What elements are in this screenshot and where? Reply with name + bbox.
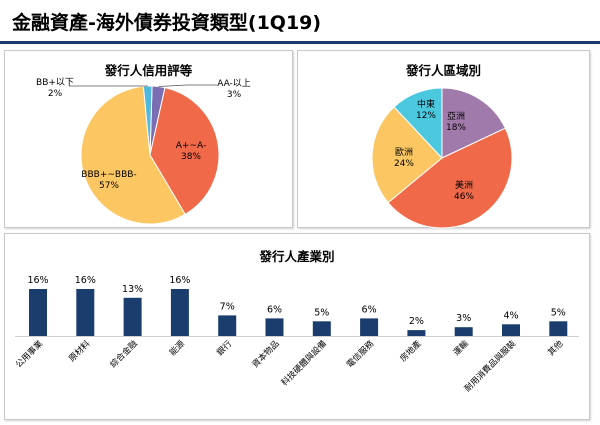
bar-value-label: 13% — [122, 284, 143, 295]
credit-rating-chart-title: 發行人信用評等 — [104, 63, 193, 78]
issuer-region-chart-title: 發行人區域別 — [405, 63, 481, 78]
bar-value-label: 2% — [409, 316, 424, 327]
bar-value-label: 16% — [27, 275, 48, 286]
slice-value-label: 18% — [446, 123, 466, 133]
category-tick-label: 運輸 — [451, 338, 471, 358]
category-tick-label: 資本物品 — [250, 338, 282, 370]
slice-value-label: 3% — [227, 90, 242, 100]
bar-value-label: 6% — [362, 304, 377, 315]
page-title: 金融資產-海外債券投資類型(1Q19) — [12, 12, 322, 34]
slice-label: A+~A- — [176, 141, 206, 151]
title-divider — [0, 41, 600, 44]
slice-value-label: 46% — [454, 192, 474, 202]
bar-4 — [170, 289, 189, 336]
category-tick-label: 電信服務 — [344, 338, 376, 370]
category-tick-label: 能源 — [167, 338, 187, 358]
pie-slice-3 — [371, 106, 443, 204]
category-tick-label: 其他 — [546, 338, 566, 358]
slice-value-label: 57% — [99, 181, 119, 191]
pie-slice-3 — [80, 85, 186, 225]
credit-rating-panel: 發行人信用評等 AA-以上 3% A+~A- 38% BBB+~BBB- 57% BB+以下… — [4, 50, 293, 228]
slice-label: BB+以下 — [36, 78, 74, 88]
pie-slice-2 — [387, 127, 513, 229]
category-tick-label: 耐用消費品與服裝 — [462, 338, 518, 394]
category-tick-label: 科技硬體與設備 — [279, 338, 329, 388]
bar-3 — [123, 297, 142, 336]
issuer-industry-panel: 發行人產業別 16% 公用事業 16% 原材料 13% 綜合金融 16% 能源 7% 銀行 6% 資本… — [4, 233, 590, 420]
category-tick-label: 原材料 — [67, 338, 93, 364]
bar-5 — [218, 315, 237, 336]
pie-slice-2 — [149, 87, 220, 216]
bar-value-label: 5% — [551, 307, 566, 318]
bar-value-label: 5% — [314, 307, 329, 318]
slice-value-label: 2% — [48, 89, 63, 99]
bar-value-label: 7% — [220, 301, 235, 312]
bar-value-label: 16% — [75, 275, 96, 286]
pie-slice-1 — [441, 87, 507, 159]
slice-label: 中東 — [417, 98, 435, 110]
bar-6 — [265, 318, 284, 336]
issuer-region-panel: 發行人區域別 亞洲 18% 美洲 46% 歐洲 24% 中東 12% — [297, 50, 590, 229]
bar-11 — [502, 324, 520, 337]
credit-rating-pie-chart: AA-以上3% A+~A-38% BBB+~BBB-57% BB+以下2% — [36, 78, 251, 225]
bar-value-label: 3% — [456, 313, 471, 324]
issuer-industry-chart-title: 發行人產業別 — [259, 249, 335, 264]
slice-label: 歐洲 — [395, 146, 413, 158]
bar-7 — [312, 321, 331, 336]
bar-8 — [360, 318, 379, 336]
bar-12 — [549, 321, 568, 336]
bar-value-label: 4% — [503, 310, 518, 321]
slice-label: 美洲 — [455, 179, 473, 191]
slice-value-label: 12% — [416, 111, 436, 121]
category-tick-label: 銀行 — [215, 338, 235, 358]
slice-label: AA-以上 — [217, 78, 251, 89]
slice-value-label: 38% — [181, 152, 201, 162]
bar-10 — [454, 327, 473, 336]
pie-slice-4 — [393, 87, 443, 160]
slice-value-label: 24% — [394, 159, 414, 169]
slice-label: BBB+~BBB- — [81, 170, 136, 180]
category-tick-label: 綜合金融 — [108, 338, 140, 370]
issuer-industry-bar-chart: 16% 公用事業 16% 原材料 13% 綜合金融 16% 能源 7% 銀行 6% 資本物品 5% 科技硬… — [13, 275, 579, 394]
bar-2 — [76, 289, 95, 336]
bar-value-label: 16% — [169, 275, 190, 286]
slice-label: 亞洲 — [447, 111, 465, 122]
bar-value-label: 6% — [267, 304, 282, 315]
category-tick-label: 公用事業 — [13, 338, 45, 370]
bar-9 — [407, 330, 426, 336]
bar-1 — [29, 289, 47, 336]
leader-line-1 — [158, 84, 217, 87]
category-tick-label: 房地產 — [398, 338, 424, 364]
